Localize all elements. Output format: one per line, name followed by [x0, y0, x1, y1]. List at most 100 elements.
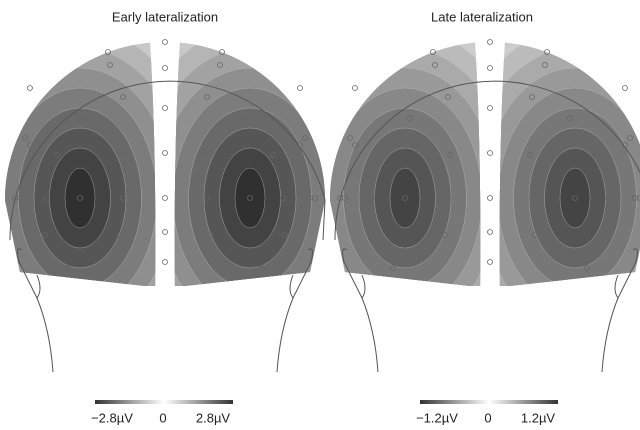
- electrode: [162, 39, 168, 45]
- electrode: [307, 195, 313, 201]
- electrode: [627, 135, 633, 141]
- head-outline: [334, 80, 640, 241]
- electrode: [622, 85, 628, 91]
- electrode: [487, 150, 493, 156]
- electrode: [607, 232, 613, 238]
- electrode: [352, 85, 358, 91]
- electrode: [402, 195, 408, 201]
- panel-title: Late lateralization: [431, 9, 533, 24]
- electrode: [54, 152, 60, 158]
- electrode: [445, 94, 451, 100]
- electrode: [430, 49, 436, 55]
- right-ear: [289, 248, 313, 299]
- electrode: [219, 49, 225, 55]
- colorbar-label: 0: [484, 410, 491, 425]
- head-outline: [9, 80, 326, 241]
- neck-right: [601, 297, 619, 373]
- electrode: [162, 259, 168, 265]
- neck-right: [276, 297, 294, 373]
- colorbar-label: 1.2µV: [521, 410, 556, 425]
- electrode: [27, 142, 33, 148]
- electrode: [487, 259, 493, 265]
- electrode: [117, 232, 123, 238]
- electrode: [259, 265, 265, 271]
- electrode: [242, 115, 248, 121]
- electrode: [204, 94, 210, 100]
- electrode: [162, 229, 168, 235]
- electrode: [487, 105, 493, 111]
- electrode: [447, 152, 453, 158]
- left-ear: [17, 248, 41, 299]
- left-ear: [342, 248, 366, 299]
- electrode: [367, 232, 373, 238]
- electrode: [347, 135, 353, 141]
- neck-left: [36, 297, 54, 373]
- electrode: [270, 152, 276, 158]
- electrode: [487, 65, 493, 71]
- electrode: [544, 49, 550, 55]
- electrode: [107, 62, 113, 68]
- electrode: [390, 265, 396, 271]
- right-ear: [614, 248, 638, 299]
- electrode: [122, 152, 128, 158]
- electrode: [529, 94, 535, 100]
- electrode: [162, 150, 168, 156]
- electrode: [542, 62, 548, 68]
- colorbar-label: −1.2µV: [416, 410, 458, 425]
- electrode: [487, 229, 493, 235]
- colorbar-label: −2.8µV: [91, 410, 133, 425]
- electrode: [595, 152, 601, 158]
- electrode: [202, 152, 208, 158]
- electrode: [532, 232, 538, 238]
- colorbar-label: 0: [159, 410, 166, 425]
- electrode: [282, 232, 288, 238]
- electrode: [42, 232, 48, 238]
- electrode: [247, 195, 253, 201]
- electrode: [442, 232, 448, 238]
- electrode: [22, 135, 28, 141]
- electrode: [162, 65, 168, 71]
- topo-map: [330, 42, 640, 286]
- electrode: [280, 195, 286, 201]
- electrode: [207, 232, 213, 238]
- electrode: [82, 115, 88, 121]
- electrode: [162, 195, 168, 201]
- electrode: [204, 195, 210, 201]
- electrode: [487, 195, 493, 201]
- electrode: [432, 62, 438, 68]
- electrode: [297, 142, 303, 148]
- electrode: [302, 135, 308, 141]
- electrode: [217, 62, 223, 68]
- electrode: [297, 85, 303, 91]
- electrode: [487, 39, 493, 45]
- electrode: [527, 152, 533, 158]
- electrode: [65, 265, 71, 271]
- electrode: [584, 265, 590, 271]
- electrode: [567, 115, 573, 121]
- colorbar-label: 2.8µV: [196, 410, 231, 425]
- electrode: [407, 115, 413, 121]
- electrode: [120, 94, 126, 100]
- electrode: [445, 195, 451, 201]
- electrode: [17, 195, 23, 201]
- electrode: [77, 195, 83, 201]
- electrode: [379, 152, 385, 158]
- electrode: [120, 195, 126, 201]
- lobe: [499, 42, 640, 286]
- topo-panel: Late lateralization −1.2µV 0 1.2µV: [330, 9, 640, 425]
- electrode: [105, 49, 111, 55]
- neck-left: [361, 297, 379, 373]
- electrode: [529, 195, 535, 201]
- electrode: [369, 195, 375, 201]
- electrode: [632, 195, 638, 201]
- electrode: [352, 142, 358, 148]
- electrode: [27, 85, 33, 91]
- panel-title: Early lateralization: [112, 9, 218, 24]
- electrode: [44, 195, 50, 201]
- colorbar: [95, 400, 233, 404]
- electrode: [605, 195, 611, 201]
- electrode: [622, 142, 628, 148]
- electrode: [162, 105, 168, 111]
- electrode: [342, 195, 348, 201]
